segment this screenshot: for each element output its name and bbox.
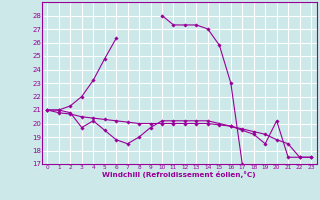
X-axis label: Windchill (Refroidissement éolien,°C): Windchill (Refroidissement éolien,°C) (102, 171, 256, 178)
